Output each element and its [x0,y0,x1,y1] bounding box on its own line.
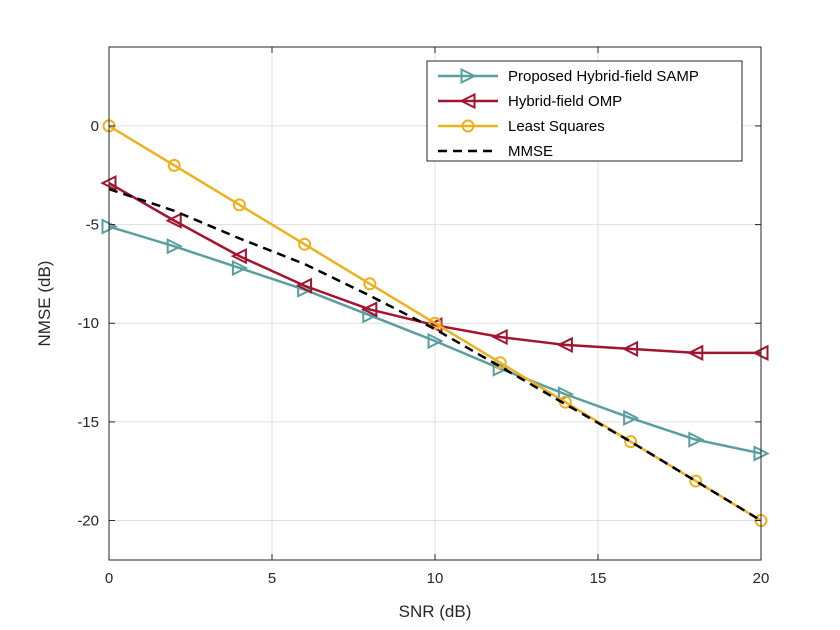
y-tick-label: -10 [77,315,99,332]
data-point-marker [492,360,509,377]
tick-group: 0 5 10 15 20 0 -5 -10 -15 -20 [77,47,769,587]
y-tick-label: 0 [91,118,99,135]
y-tick-label: -15 [77,414,99,431]
x-axis-label: SNR (dB) [399,602,472,621]
data-point-marker [363,277,377,291]
series-3 [108,187,762,522]
series-line [108,182,761,355]
legend-label: MMSE [508,143,553,160]
x-tick-label: 10 [427,570,444,587]
data-point-marker [428,316,442,330]
y-tick-label: -20 [77,513,99,530]
series-line [108,187,762,522]
data-point-marker [624,435,638,449]
series-group [100,119,770,528]
data-point-marker [167,158,181,172]
data-point-marker [232,198,246,212]
legend-marker [461,119,475,133]
x-tick-label: 20 [753,570,770,587]
series-1 [100,175,769,361]
legend-marker [460,67,477,85]
data-point-marker [687,344,704,361]
x-tick-label: 5 [268,570,276,587]
data-point-marker [491,328,508,346]
data-point-marker [165,212,182,229]
data-point-marker [427,332,444,350]
legend: Proposed Hybrid-field SAMP Hybrid-field O… [426,60,743,162]
legend-label: Proposed Hybrid-field SAMP [508,68,699,85]
data-point-marker [689,474,703,488]
legend-label: Hybrid-field OMP [508,93,622,110]
legend-marker [459,92,476,110]
data-point-marker [298,237,312,251]
data-point-marker [295,277,313,294]
legend-item-2: Least Squares [438,118,605,135]
data-point-marker [621,340,639,357]
data-point-marker [230,248,247,265]
legend-label: Least Squares [508,118,605,135]
data-point-marker [166,238,183,255]
legend-item-0: Proposed Hybrid-field SAMP [438,67,699,85]
data-point-marker [688,431,705,448]
data-point-marker [623,409,640,427]
y-axis-label: NMSE (dB) [35,261,54,347]
y-tick-label: -5 [86,217,99,234]
x-tick-label: 15 [590,570,607,587]
legend-item-3: MMSE [438,143,553,160]
data-point-marker [556,336,573,354]
data-point-marker [231,259,249,277]
legend-box [426,60,743,162]
legend-item-1: Hybrid-field OMP [438,92,622,110]
data-point-marker [361,301,378,318]
x-tick-label: 0 [105,570,113,587]
series-line [108,225,762,455]
